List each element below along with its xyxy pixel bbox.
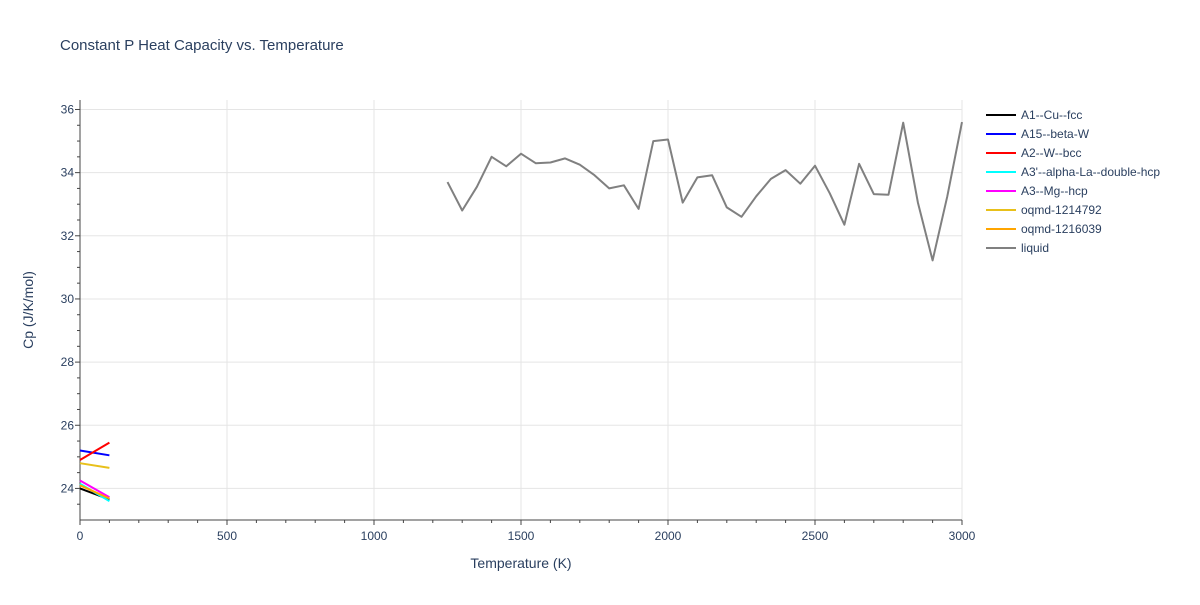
series-line-oqmd-1216039 xyxy=(79,484,110,500)
x-tick-label: 2000 xyxy=(655,529,682,543)
y-tick-label: 28 xyxy=(61,355,75,369)
legend-label: A15--beta-W xyxy=(1021,127,1090,141)
legend-item-liquid[interactable]: liquid xyxy=(986,241,1049,255)
y-tick-label: 32 xyxy=(61,229,75,243)
chart-title: Constant P Heat Capacity vs. Temperature xyxy=(60,37,344,54)
x-tick-label: 3000 xyxy=(949,529,976,543)
legend-label: A1--Cu--fcc xyxy=(1021,108,1082,122)
legend[interactable]: A1--Cu--fcc A15--beta-W A2--W--bcc A3'--alp… xyxy=(986,108,1160,255)
legend-item-a1-cu-fcc[interactable]: A1--Cu--fcc xyxy=(986,108,1082,122)
series-line-a15-beta-w xyxy=(79,449,110,457)
legend-label: oqmd-1216039 xyxy=(1021,222,1102,236)
legend-item-a3-alpha-la-double-hcp[interactable]: A3'--alpha-La--double-hcp xyxy=(986,165,1160,179)
x-axis-title: Temperature (K) xyxy=(470,555,571,571)
series-line-a2-w-bcc xyxy=(79,441,110,461)
plot-area xyxy=(79,121,963,502)
legend-item-oqmd-1214792[interactable]: oqmd-1214792 xyxy=(986,203,1102,217)
legend-label: A3--Mg--hcp xyxy=(1021,184,1088,198)
y-tick-label: 24 xyxy=(61,481,75,495)
legend-item-a15-beta-w[interactable]: A15--beta-W xyxy=(986,127,1090,141)
legend-label: A3'--alpha-La--double-hcp xyxy=(1021,165,1160,179)
grid xyxy=(80,100,963,520)
axes: 0 500 1000 1500 2000 2500 3000 24 26 28 30 32 34 36 xyxy=(61,100,976,543)
x-tick-label: 1500 xyxy=(508,529,535,543)
legend-label: liquid xyxy=(1021,241,1049,255)
legend-item-a2-w-bcc[interactable]: A2--W--bcc xyxy=(986,146,1081,160)
y-tick-label: 34 xyxy=(61,166,75,180)
legend-item-oqmd-1216039[interactable]: oqmd-1216039 xyxy=(986,222,1102,236)
legend-label: A2--W--bcc xyxy=(1021,146,1081,160)
y-tick-label: 36 xyxy=(61,102,75,116)
legend-item-a3-mg-hcp[interactable]: A3--Mg--hcp xyxy=(986,184,1088,198)
x-tick-label: 500 xyxy=(217,529,237,543)
y-axis-title: Cp (J/K/mol) xyxy=(20,271,36,349)
legend-label: oqmd-1214792 xyxy=(1021,203,1102,217)
series-line-liquid xyxy=(446,121,963,262)
x-tick-label: 0 xyxy=(77,529,84,543)
x-tick-label: 2500 xyxy=(802,529,829,543)
series-line-oqmd-1214792 xyxy=(79,462,110,469)
series-line-a3-mg-hcp xyxy=(79,479,110,499)
y-tick-label: 30 xyxy=(61,292,75,306)
y-tick-label: 26 xyxy=(61,418,75,432)
x-tick-label: 1000 xyxy=(361,529,388,543)
